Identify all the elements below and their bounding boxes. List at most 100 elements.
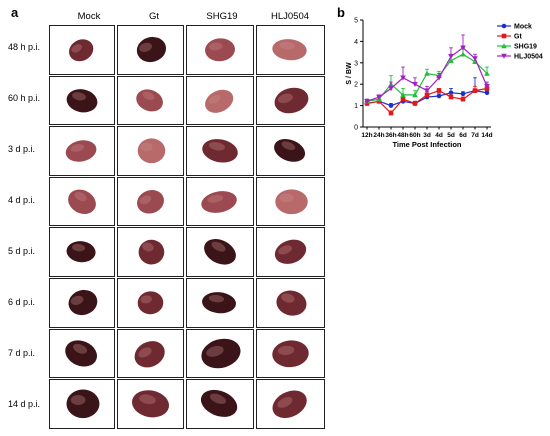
column-header-hlj0504: HLJ0504 xyxy=(270,11,310,22)
organ-photo xyxy=(274,87,309,113)
x-tick-label: 4d xyxy=(435,132,443,139)
photo-cell-14d-hlj0504 xyxy=(256,379,325,429)
data-point xyxy=(472,88,478,93)
photo-cell-48h-gt xyxy=(117,25,184,75)
organ-photo xyxy=(272,340,309,367)
legend-entry: Gt xyxy=(514,34,522,41)
row-label-60h: 60 h p.i. xyxy=(8,93,41,103)
organ-photo xyxy=(272,39,307,61)
row-label-6d: 6 d p.i. xyxy=(8,297,36,307)
y-tick-label: 0 xyxy=(354,125,358,132)
data-point xyxy=(376,94,382,100)
data-point xyxy=(412,81,418,87)
photo-cell-60h-mock xyxy=(49,75,115,126)
organ-highlight xyxy=(208,94,221,104)
photo-cell-6d-hlj0504 xyxy=(256,278,325,328)
legend-entry: Mock xyxy=(514,24,532,31)
x-tick-label: 24h xyxy=(373,132,384,139)
data-point xyxy=(460,96,466,102)
data-point xyxy=(448,94,454,100)
x-tick-label: 12h xyxy=(361,132,372,139)
photo-cell-14d-mock xyxy=(49,379,115,429)
photo-cell-48h-hlj0504 xyxy=(256,25,325,75)
x-tick-label: 14d xyxy=(481,132,492,139)
x-tick-label: 36h xyxy=(385,132,396,139)
organ-photo xyxy=(201,338,241,368)
organ-highlight xyxy=(281,141,296,151)
legend-marker xyxy=(501,43,507,49)
organ-photo xyxy=(205,89,234,113)
data-point xyxy=(484,84,490,90)
organ-photo xyxy=(200,390,238,418)
row-label-14d: 14 d p.i. xyxy=(8,399,41,409)
photo-cell-48h-shg19 xyxy=(186,25,254,75)
organ-highlight xyxy=(73,343,88,354)
organ-highlight xyxy=(206,345,224,357)
organ-photo xyxy=(131,390,170,418)
organ-photo xyxy=(65,140,97,162)
legend-entry: SHG19 xyxy=(514,44,537,51)
line-chart: 0 1 2 3 4 5 12h 24h 36h 48h 60h 3d 4d 5d 6d 7d 14d S / BW… xyxy=(346,18,543,150)
organ-photo xyxy=(272,390,307,419)
organ-photo xyxy=(66,389,100,419)
organ-photo xyxy=(137,189,164,214)
x-tick-label: 48h xyxy=(397,132,408,139)
row-label-3d: 3 d p.i. xyxy=(8,144,36,154)
photo-cell-6d-mock xyxy=(49,278,115,328)
organ-highlight xyxy=(208,294,225,303)
row-label-4d: 4 d p.i. xyxy=(8,195,36,205)
photo-cell-4d-mock xyxy=(49,176,115,227)
data-point xyxy=(400,96,406,102)
column-header-mock: Mock xyxy=(77,11,101,22)
data-point xyxy=(412,92,418,98)
organ-photo-grid xyxy=(49,25,325,430)
data-point xyxy=(484,90,490,96)
data-point xyxy=(412,101,418,106)
photo-cell-5d-hlj0504 xyxy=(256,227,325,277)
photo-cell-4d-shg19 xyxy=(186,176,254,227)
organ-photo xyxy=(134,340,165,368)
photo-cell-3d-hlj0504 xyxy=(256,126,325,176)
y-tick-label: 2 xyxy=(354,82,358,89)
data-point xyxy=(364,99,370,105)
organ-photo xyxy=(205,38,235,62)
data-point xyxy=(424,88,430,94)
legend-marker xyxy=(501,33,507,39)
chart-legend: Mock Gt SHG19 HLJ0504 xyxy=(497,24,543,61)
chart-series xyxy=(364,34,490,116)
organ-highlight xyxy=(139,195,152,205)
photo-cell-4d-gt xyxy=(117,176,184,227)
photo-cell-7d-mock xyxy=(49,328,115,379)
photo-cell-3d-mock xyxy=(49,126,115,176)
organ-photo xyxy=(66,241,96,263)
chart-axes: 0 1 2 3 4 5 12h 24h 36h 48h 60h 3d 4d 5d 6d 7d 14d S / BW… xyxy=(346,18,493,150)
data-point xyxy=(436,75,442,81)
photo-cell-48h-mock xyxy=(49,25,115,75)
organ-photo xyxy=(65,339,98,367)
organ-highlight xyxy=(279,193,294,203)
organ-highlight xyxy=(142,242,154,252)
organ-photo xyxy=(137,138,166,164)
photo-cell-5d-mock xyxy=(49,227,115,277)
organ-highlight xyxy=(138,346,152,358)
organ-highlight xyxy=(142,91,155,100)
organ-photo xyxy=(201,190,237,213)
organ-photo xyxy=(274,240,307,265)
row-label-5d: 5 d p.i. xyxy=(8,246,36,256)
data-point xyxy=(388,110,394,116)
organ-highlight xyxy=(209,393,226,405)
data-point xyxy=(460,51,466,57)
organ-highlight xyxy=(70,395,86,406)
data-point xyxy=(460,91,466,97)
organ-highlight xyxy=(139,42,153,52)
row-label-7d: 7 d p.i. xyxy=(8,348,36,358)
organ-highlight xyxy=(72,91,86,101)
data-point xyxy=(448,54,454,60)
photo-cell-3d-shg19 xyxy=(186,126,254,176)
photo-cell-14d-gt xyxy=(117,379,184,429)
photo-cell-7d-shg19 xyxy=(186,328,254,379)
data-point xyxy=(436,93,442,99)
data-point xyxy=(484,70,490,76)
organ-highlight xyxy=(277,345,295,355)
photo-cell-7d-gt xyxy=(117,328,184,379)
